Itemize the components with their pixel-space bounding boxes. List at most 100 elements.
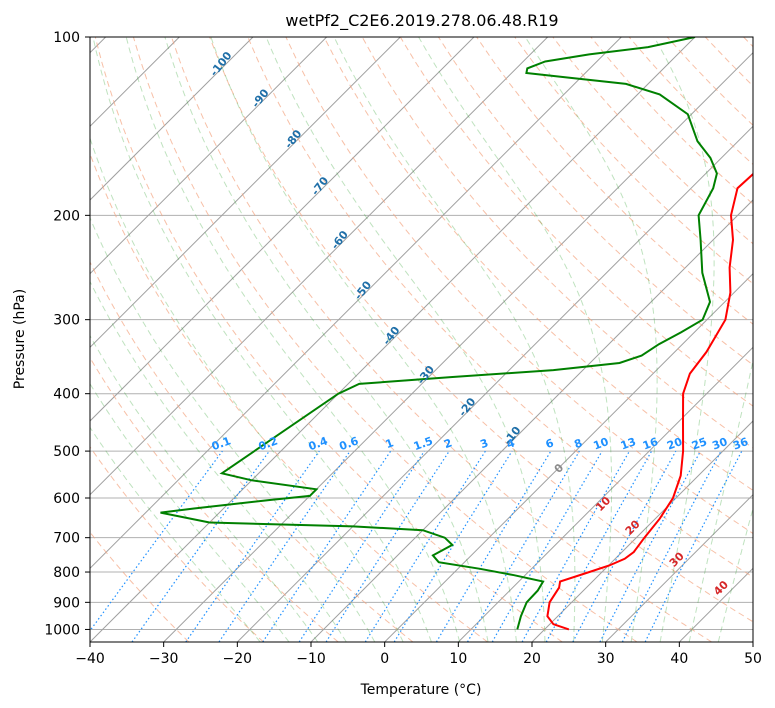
dry-adiabats	[90, 37, 753, 642]
x-tick-label: −40	[75, 651, 105, 667]
moist-adiabat-label: 10	[593, 494, 613, 514]
isotherm-line	[752, 641, 753, 642]
moist-adiabat-line	[90, 382, 290, 642]
y-tick-label: 600	[53, 491, 80, 507]
isotherm-line	[90, 37, 696, 642]
mixing-ratio-line	[644, 450, 743, 642]
plot-frame	[89, 36, 754, 643]
dry-adiabat-line	[209, 37, 753, 623]
mixing-ratio-lines	[90, 450, 743, 642]
dry-adiabat-line	[94, 37, 563, 642]
x-tick-label: −10	[296, 651, 326, 667]
dry-adiabat-line	[247, 37, 753, 578]
dry-adiabat-label: -30	[415, 363, 438, 387]
mixing-ratio-label: 20	[665, 435, 684, 453]
isotherm-line	[90, 37, 622, 570]
mixing-ratio-line	[90, 450, 223, 632]
x-tick-label: 10	[449, 651, 467, 667]
chart-title: wetPf2_C2E6.2019.278.06.48.R19	[285, 11, 558, 31]
dry-adiabat-line	[437, 37, 753, 366]
x-axis-label: Temperature (°C)	[360, 682, 482, 698]
mixing-ratio-label: 36	[731, 435, 750, 453]
mixing-ratio-line	[393, 450, 513, 642]
dry-adiabat-line	[90, 531, 190, 642]
moist-adiabat-line	[688, 358, 753, 642]
moist-adiabat-line	[90, 216, 376, 642]
mixing-ratio-label: 0.4	[307, 434, 330, 453]
moist-adiabat-line	[90, 280, 347, 642]
mixing-ratio-label: 8	[572, 436, 584, 451]
dry-adiabat-line	[132, 37, 638, 642]
moist-adiabat-line	[125, 37, 461, 642]
moist-adiabat-line	[333, 37, 576, 642]
y-axis-label: Pressure (hPa)	[12, 289, 28, 389]
dry-adiabat-line	[514, 37, 753, 285]
x-axis-ticks: −40 −30 −20 −10 0 10 20 30 40 50	[75, 642, 762, 667]
dry-adiabat-line	[476, 37, 753, 325]
moist-adiabat-line	[92, 37, 432, 642]
mixing-ratio-label: 2	[442, 436, 454, 451]
isotherm-line	[531, 420, 753, 642]
y-tick-label: 700	[53, 531, 80, 547]
dry-adiabat-line	[285, 37, 753, 535]
isotherm-line	[90, 37, 328, 275]
moist-adiabat-label: 30	[667, 549, 687, 569]
dry-adiabat-line	[590, 37, 753, 205]
temperature-profile-line	[546, 172, 753, 631]
moist-adiabat-line	[90, 136, 404, 642]
x-tick-label: 40	[670, 651, 688, 667]
dry-adiabat-label: -90	[249, 86, 272, 110]
isotherm-line	[384, 272, 753, 642]
dewpoint-profile-line	[160, 37, 718, 630]
moist-adiabat-line	[210, 37, 517, 642]
dry-adiabat-line	[323, 37, 753, 491]
mixing-ratio-line	[262, 450, 392, 642]
pressure-gridlines	[90, 37, 753, 630]
mixing-ratio-label: 1.5	[412, 434, 435, 453]
moist-adiabat-line	[90, 426, 261, 642]
dry-adiabat-label: -40	[380, 324, 403, 348]
x-tick-label: −30	[149, 651, 179, 667]
mixing-ratio-line	[325, 450, 450, 642]
moist-adiabat-line	[164, 37, 489, 642]
mixing-ratio-line	[599, 450, 702, 642]
mixing-ratio-line	[435, 450, 552, 642]
x-tick-label: 0	[380, 651, 389, 667]
isotherm-line	[90, 37, 549, 496]
dry-adiabat-label: -80	[282, 127, 305, 151]
isotherm-line	[90, 37, 401, 349]
y-tick-label: 800	[53, 565, 80, 581]
mixing-ratio-label: 0.6	[338, 434, 361, 453]
mixing-ratio-line	[131, 450, 270, 642]
mixing-ratio-line	[572, 450, 677, 642]
mixing-ratio-line	[545, 450, 653, 642]
mixing-ratio-line	[364, 450, 486, 642]
moist-adiabat-label: 0	[552, 461, 567, 476]
mixing-ratio-label: 0.1	[210, 434, 233, 453]
y-tick-label: 200	[53, 208, 80, 224]
dry-adiabat-label: -100	[207, 49, 234, 79]
dry-adiabat-line	[743, 37, 753, 48]
mixing-ratio-line	[521, 450, 631, 642]
dry-adiabat-line	[666, 37, 753, 126]
y-tick-label: 500	[53, 444, 80, 460]
skewed-isotherms	[90, 37, 753, 642]
y-tick-label: 100	[53, 30, 80, 46]
mixing-ratio-label: 16	[641, 435, 660, 453]
mixing-ratio-line	[298, 450, 425, 642]
dry-adiabat-line	[90, 356, 339, 642]
dry-adiabat-line	[90, 260, 414, 642]
y-tick-label: 300	[53, 313, 80, 329]
x-tick-label: 30	[597, 651, 615, 667]
mixing-ratio-label: 0.2	[257, 434, 280, 453]
moist-adiabat-line	[524, 37, 658, 642]
mixing-ratio-label: 10	[592, 435, 611, 453]
y-tick-label: 1000	[44, 622, 80, 638]
moist-adiabat-line	[717, 506, 753, 642]
isotherm-line	[236, 125, 753, 642]
y-tick-label: 900	[53, 595, 80, 611]
mixing-ratio-label: 25	[690, 435, 709, 452]
mixing-ratio-label: 13	[619, 435, 638, 452]
sounding-profiles	[160, 37, 753, 631]
